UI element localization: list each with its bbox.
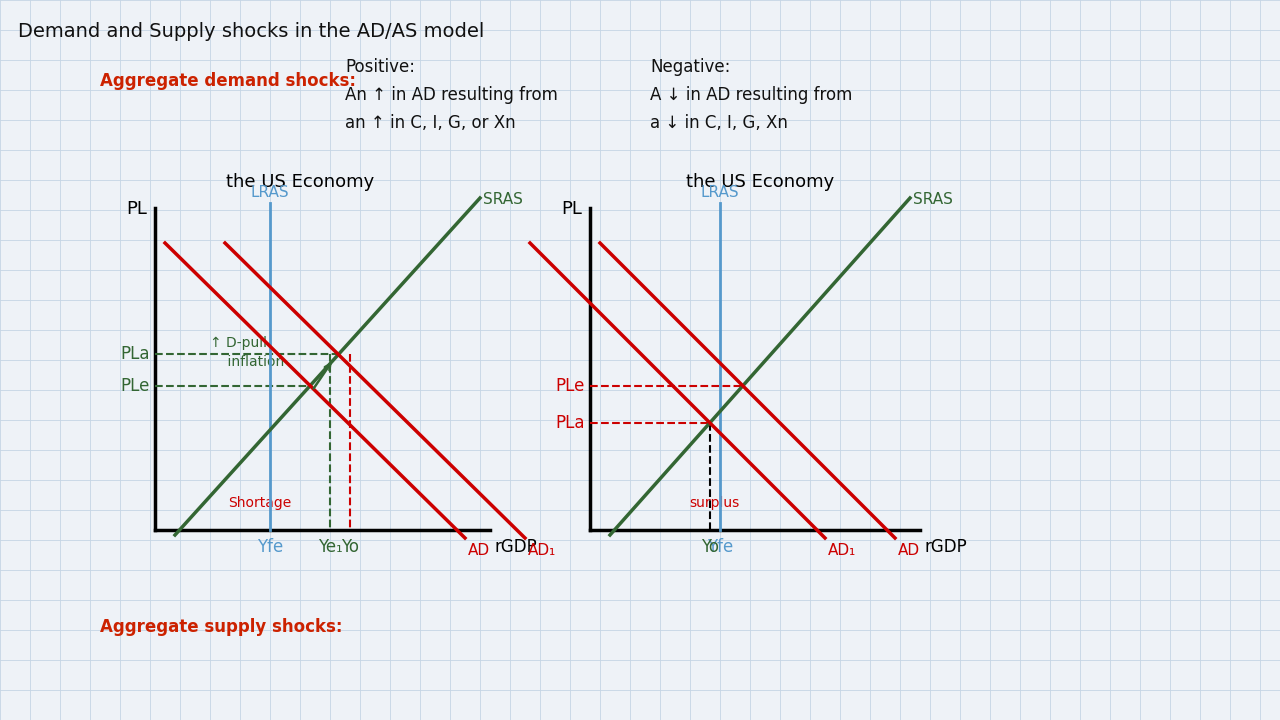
Text: PL: PL (127, 200, 147, 218)
Text: Yfe: Yfe (257, 538, 283, 556)
Text: Ye₁: Ye₁ (317, 538, 343, 556)
Text: AD₁: AD₁ (828, 543, 856, 558)
Text: Yo: Yo (342, 538, 360, 556)
Text: rGDP: rGDP (495, 538, 538, 556)
Text: SRAS: SRAS (483, 192, 522, 207)
Text: AD₁: AD₁ (529, 543, 557, 558)
Text: Yo: Yo (701, 538, 719, 556)
Text: SRAS: SRAS (913, 192, 952, 207)
Text: PLa: PLa (120, 346, 150, 364)
Text: rGDP: rGDP (925, 538, 968, 556)
Text: ↑ D-pull
    inflation: ↑ D-pull inflation (210, 336, 284, 369)
Text: the US Economy: the US Economy (686, 173, 835, 191)
Text: LRAS: LRAS (251, 185, 289, 200)
Text: PL: PL (561, 200, 582, 218)
Text: Negative:
A ↓ in AD resulting from
a ↓ in C, I, G, Xn: Negative: A ↓ in AD resulting from a ↓ i… (650, 58, 852, 132)
Text: Aggregate demand shocks:: Aggregate demand shocks: (100, 72, 356, 90)
Text: the US Economy: the US Economy (225, 173, 374, 191)
Text: surplus: surplus (690, 496, 740, 510)
Text: Aggregate supply shocks:: Aggregate supply shocks: (100, 618, 343, 636)
Text: AD: AD (468, 543, 490, 558)
Text: AD: AD (899, 543, 920, 558)
Text: Shortage: Shortage (228, 496, 292, 510)
Text: Demand and Supply shocks in the AD/AS model: Demand and Supply shocks in the AD/AS mo… (18, 22, 484, 41)
Text: LRAS: LRAS (700, 185, 740, 200)
Text: PLa: PLa (556, 414, 585, 432)
Text: Yfe: Yfe (707, 538, 733, 556)
Text: Positive:
An ↑ in AD resulting from
an ↑ in C, I, G, or Xn: Positive: An ↑ in AD resulting from an ↑… (346, 58, 558, 132)
Text: PLe: PLe (556, 377, 585, 395)
Text: PLe: PLe (120, 377, 150, 395)
